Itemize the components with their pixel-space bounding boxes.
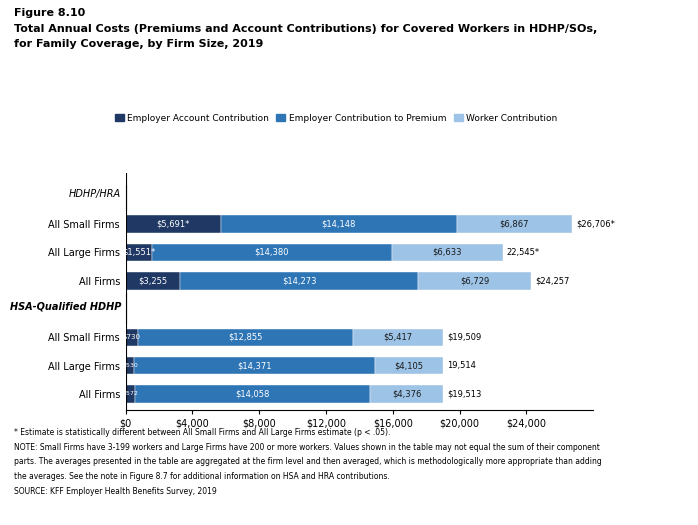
Bar bbox=[352, 329, 443, 346]
Text: parts. The averages presented in the table are aggregated at the firm level and : parts. The averages presented in the tab… bbox=[14, 457, 602, 466]
Text: $14,148: $14,148 bbox=[322, 219, 356, 229]
Bar bbox=[126, 215, 221, 233]
Text: $5,417: $5,417 bbox=[383, 333, 413, 342]
Text: SOURCE: KFF Employer Health Benefits Survey, 2019: SOURCE: KFF Employer Health Benefits Sur… bbox=[14, 487, 216, 496]
Bar bbox=[135, 385, 370, 403]
Text: $6,867: $6,867 bbox=[500, 219, 529, 229]
Legend: Employer Account Contribution, Employer Contribution to Premium, Worker Contribu: Employer Account Contribution, Employer … bbox=[111, 110, 561, 126]
Bar bbox=[221, 215, 457, 233]
Bar bbox=[392, 244, 503, 261]
Text: $12,855: $12,855 bbox=[228, 333, 262, 342]
Text: * Estimate is statistically different between All Small Firms and All Large Firm: * Estimate is statistically different be… bbox=[14, 428, 390, 437]
Text: $24,257: $24,257 bbox=[535, 276, 570, 285]
Text: $4,105: $4,105 bbox=[394, 361, 423, 370]
Text: $6,633: $6,633 bbox=[432, 248, 462, 257]
Text: $19,509: $19,509 bbox=[447, 333, 482, 342]
Text: 19,514: 19,514 bbox=[447, 361, 476, 370]
Bar bbox=[126, 272, 180, 289]
Text: $6,729: $6,729 bbox=[460, 276, 489, 285]
Text: $730: $730 bbox=[123, 334, 141, 340]
Text: for Family Coverage, by Firm Size, 2019: for Family Coverage, by Firm Size, 2019 bbox=[14, 39, 263, 49]
Text: $14,058: $14,058 bbox=[235, 390, 270, 398]
Text: $3,255: $3,255 bbox=[138, 276, 168, 285]
Text: $4,376: $4,376 bbox=[392, 390, 421, 398]
Bar bbox=[375, 357, 443, 374]
Text: HDHP/HRA: HDHP/HRA bbox=[69, 190, 121, 200]
Bar bbox=[180, 272, 418, 289]
Bar bbox=[457, 215, 572, 233]
Text: $19,513: $19,513 bbox=[447, 390, 482, 398]
Bar bbox=[126, 385, 135, 403]
Text: $530: $530 bbox=[122, 363, 138, 368]
Text: HSA-Qualified HDHP: HSA-Qualified HDHP bbox=[10, 301, 121, 311]
Text: $26,706*: $26,706* bbox=[576, 219, 615, 229]
Text: $572: $572 bbox=[122, 392, 138, 396]
Text: Figure 8.10: Figure 8.10 bbox=[14, 8, 85, 18]
Text: Total Annual Costs (Premiums and Account Contributions) for Covered Workers in H: Total Annual Costs (Premiums and Account… bbox=[14, 24, 597, 34]
Bar bbox=[151, 244, 392, 261]
Bar bbox=[126, 329, 138, 346]
Text: 22,545*: 22,545* bbox=[507, 248, 540, 257]
Text: $5,691*: $5,691* bbox=[156, 219, 190, 229]
Text: NOTE: Small Firms have 3-199 workers and Large Firms have 200 or more workers. V: NOTE: Small Firms have 3-199 workers and… bbox=[14, 443, 600, 452]
Text: the averages. See the note in Figure 8.7 for additional information on HSA and H: the averages. See the note in Figure 8.7… bbox=[14, 472, 389, 481]
Bar bbox=[418, 272, 530, 289]
Bar bbox=[135, 357, 375, 374]
Bar bbox=[138, 329, 352, 346]
Text: $14,273: $14,273 bbox=[282, 276, 316, 285]
Bar bbox=[126, 357, 135, 374]
Bar bbox=[370, 385, 443, 403]
Text: $14,380: $14,380 bbox=[254, 248, 289, 257]
Text: $1,551*: $1,551* bbox=[122, 248, 155, 257]
Bar bbox=[126, 244, 151, 261]
Text: $14,371: $14,371 bbox=[237, 361, 272, 370]
